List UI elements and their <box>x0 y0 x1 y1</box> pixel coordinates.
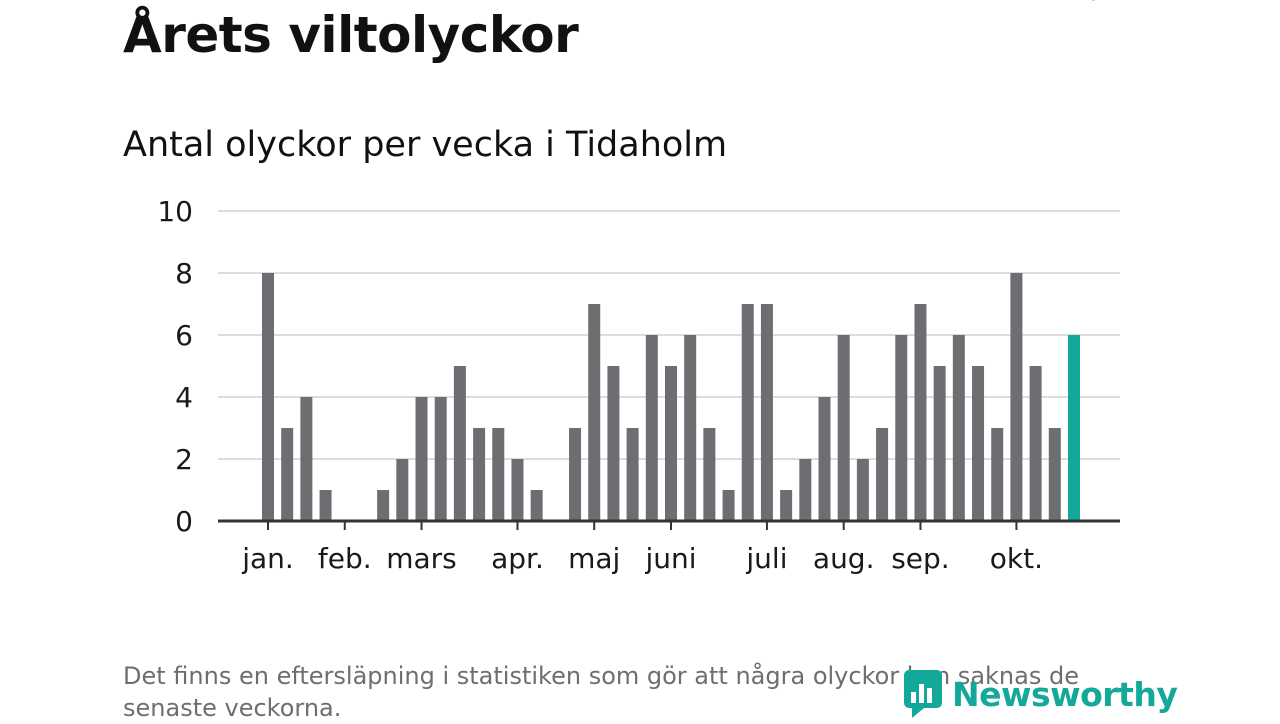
bar <box>626 428 639 521</box>
x-tick-label: aug. <box>813 542 875 575</box>
bar <box>972 366 985 521</box>
y-tick-label: 2 <box>175 443 193 476</box>
bar <box>722 490 735 521</box>
x-tick-label: mars <box>386 542 457 575</box>
bar <box>377 490 390 521</box>
y-tick-label: 0 <box>175 505 193 538</box>
bar <box>684 335 697 521</box>
x-tick-label: okt. <box>990 542 1043 575</box>
bar <box>453 366 466 521</box>
bar <box>1029 366 1042 521</box>
chart-subtitle: Antal olyckor per vecka i Tidaholm <box>123 125 728 165</box>
chart-title: Årets viltolyckor <box>123 6 579 64</box>
y-tick-label: 4 <box>175 381 193 414</box>
bar <box>1010 273 1023 521</box>
bar <box>933 366 946 521</box>
bar-highlight <box>1067 335 1080 521</box>
bar <box>703 428 716 521</box>
bar <box>952 335 965 521</box>
bar <box>492 428 505 521</box>
bar <box>262 273 274 521</box>
bar <box>645 335 658 521</box>
bar <box>415 397 428 521</box>
bar <box>799 459 812 521</box>
bar <box>473 428 486 521</box>
bar <box>530 490 543 521</box>
x-tick-label: sep. <box>891 542 950 575</box>
bar <box>741 304 754 521</box>
bar <box>895 335 908 521</box>
x-tick-label: juni <box>644 542 696 575</box>
bar <box>281 428 294 521</box>
y-tick-label: 8 <box>175 257 193 290</box>
bar <box>991 428 1004 521</box>
y-tick-label: 6 <box>175 319 193 352</box>
bar <box>511 459 524 521</box>
x-tick-label: jan. <box>241 542 294 575</box>
bar <box>607 366 620 521</box>
bar <box>300 397 313 521</box>
bar <box>434 397 447 521</box>
bar <box>837 335 850 521</box>
bar <box>396 459 409 521</box>
brand-logo: Newsworthy <box>902 668 1178 720</box>
bar <box>760 304 773 521</box>
newsworthy-logo-icon <box>904 670 942 718</box>
bar <box>914 304 927 521</box>
bar <box>319 490 332 521</box>
bar <box>588 304 601 521</box>
bar <box>780 490 793 521</box>
x-tick-label: feb. <box>318 542 372 575</box>
brand-name: Newsworthy <box>952 674 1178 714</box>
x-tick-label: apr. <box>491 542 544 575</box>
bar <box>664 366 677 521</box>
bar <box>856 459 869 521</box>
bar <box>569 428 582 521</box>
y-tick-label: 10 <box>157 195 193 228</box>
data-label: 6 <box>1085 0 1102 7</box>
bar <box>1048 428 1061 521</box>
bar <box>818 397 831 521</box>
bar <box>876 428 889 521</box>
x-tick-label: maj <box>568 542 620 575</box>
x-tick-label: juli <box>745 542 787 575</box>
